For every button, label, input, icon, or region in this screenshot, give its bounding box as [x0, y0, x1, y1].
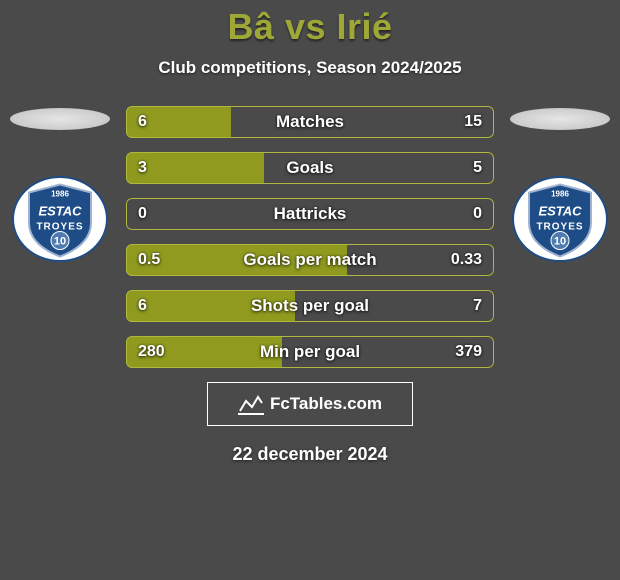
page-title: Bâ vs Irié [227, 6, 392, 48]
stat-bar: 0Hattricks0 [126, 198, 494, 230]
club-badge-left: 1986 ESTAC TROYES 10 [12, 176, 108, 262]
stat-right-value: 0.33 [451, 251, 482, 269]
badge-name-2: TROYES [536, 222, 583, 233]
player-photo-left [10, 108, 110, 130]
stat-right-value: 5 [473, 159, 482, 177]
shield-icon: 1986 ESTAC TROYES 10 [25, 183, 95, 259]
badge-name-1: ESTAC [38, 204, 82, 219]
stats-bars: 6Matches15 3Goals5 0Hattricks0 0.5Goals per… [120, 106, 500, 368]
page-subtitle: Club competitions, Season 2024/2025 [158, 58, 461, 78]
stat-bar: 3Goals5 [126, 152, 494, 184]
content-container: Bâ vs Irié Club competitions, Season 202… [0, 0, 620, 580]
stat-right-value: 15 [464, 113, 482, 131]
stat-label: Goals [126, 158, 494, 178]
stat-label: Min per goal [126, 342, 494, 362]
badge-year: 1986 [551, 190, 569, 199]
stat-label: Matches [126, 112, 494, 132]
badge-year: 1986 [51, 190, 69, 199]
stat-right-value: 0 [473, 205, 482, 223]
stat-label: Shots per goal [126, 296, 494, 316]
badge-name-2: TROYES [36, 222, 83, 233]
shield-icon: 1986 ESTAC TROYES 10 [525, 183, 595, 259]
badge-name-1: ESTAC [538, 204, 582, 219]
stat-bar: 280Min per goal379 [126, 336, 494, 368]
stat-right-value: 379 [455, 343, 482, 361]
stat-right-value: 7 [473, 297, 482, 315]
club-badge-right: 1986 ESTAC TROYES 10 [512, 176, 608, 262]
stat-label: Goals per match [126, 250, 494, 270]
stat-bar: 0.5Goals per match0.33 [126, 244, 494, 276]
footer-logo[interactable]: FcTables.com [207, 382, 413, 426]
badge-number: 10 [54, 236, 66, 248]
stat-label: Hattricks [126, 204, 494, 224]
left-side: 1986 ESTAC TROYES 10 [0, 106, 120, 262]
stat-bar: 6Shots per goal7 [126, 290, 494, 322]
stat-bar: 6Matches15 [126, 106, 494, 138]
footer-logo-text: FcTables.com [270, 394, 382, 414]
main-row: 1986 ESTAC TROYES 10 6Matches15 3Goals5 0H… [0, 106, 620, 368]
chart-icon [238, 393, 264, 415]
player-photo-right [510, 108, 610, 130]
right-side: 1986 ESTAC TROYES 10 [500, 106, 620, 262]
date-text: 22 december 2024 [232, 444, 387, 465]
badge-number: 10 [554, 236, 566, 248]
